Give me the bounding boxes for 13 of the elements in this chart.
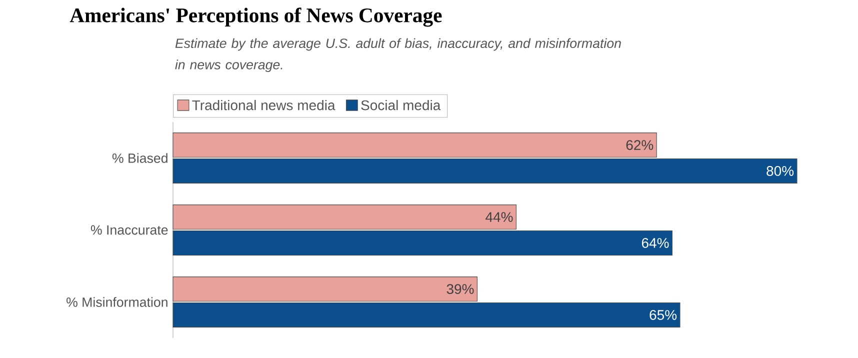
data-label: 64%	[642, 238, 669, 248]
legend-label: Traditional news media	[192, 100, 336, 110]
legend-label: Social media	[361, 100, 441, 110]
data-label: 80%	[766, 166, 794, 176]
data-label: 39%	[446, 284, 474, 294]
chart-title: Americans' Perceptions of News Coverage	[70, 8, 442, 27]
y-tick-label: % Misinformation	[66, 297, 168, 307]
y-tick-label: % Inaccurate	[90, 225, 168, 235]
chart-subtitle: Estimate by the average U.S. adult of bias, inaccuracy, and misinformation in news coverage.	[175, 38, 621, 72]
data-label: 62%	[626, 140, 654, 150]
data-label: 44%	[486, 212, 513, 222]
y-tick-label: % Biased	[112, 153, 168, 163]
data-label: 65%	[650, 310, 677, 320]
